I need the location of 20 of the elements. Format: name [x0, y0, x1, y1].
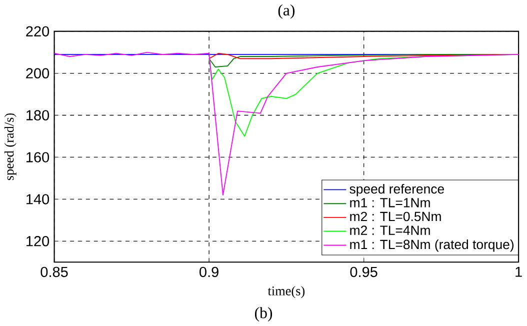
y-tick-label: 220	[26, 26, 50, 37]
text: (b)	[254, 307, 272, 322]
line-series	[54, 52, 519, 196]
y-tick-label: 160	[26, 152, 50, 162]
legend-label: speed reference	[350, 184, 444, 196]
x-tick-label: 1	[516, 266, 522, 277]
y-tick-label: 200	[26, 68, 50, 78]
x-tick-label: 0.95	[350, 266, 378, 278]
y-tick-label: 180	[26, 110, 50, 120]
x-axis-title: time(s)	[268, 286, 305, 298]
chart-title: (a)	[278, 4, 295, 19]
x-tick-label: 0.9	[200, 266, 218, 278]
y-axis-title: speed (rad/s)	[4, 113, 16, 180]
y-tick-label: 120	[26, 236, 50, 246]
x-tick-label: 0.85	[40, 266, 68, 278]
legend-label: m2 : TL=4Nm	[350, 226, 430, 235]
legend-label: m2 : TL=0.5Nm	[350, 212, 441, 222]
y-tick-label: 140	[26, 194, 50, 204]
legend-label: m1 : TL=8Nm (rated torque)	[350, 240, 514, 252]
legend-label: m1 : TL=1Nm	[350, 198, 430, 208]
